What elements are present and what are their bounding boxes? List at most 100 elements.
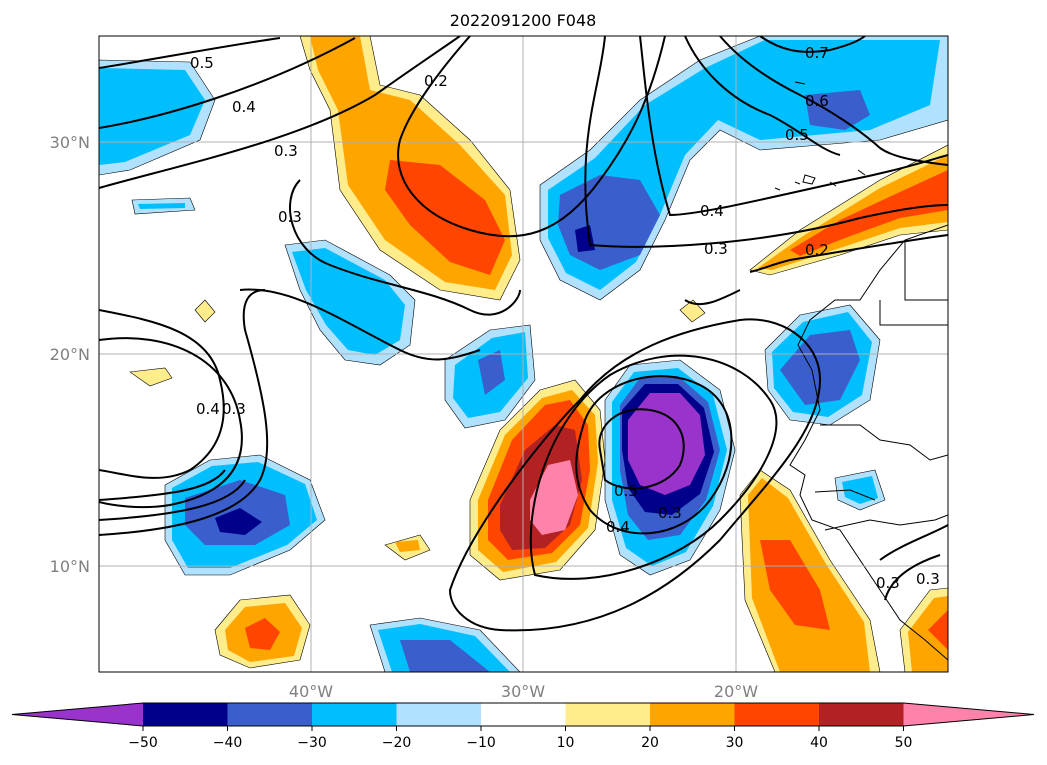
contour-0.4-w: [99, 309, 225, 479]
shade-left-bar-inner: [138, 203, 185, 209]
contour-label: 0.2: [805, 241, 829, 259]
lon-tick-label: 40°W: [289, 682, 333, 701]
border-1: [820, 424, 948, 461]
colorbar-tick-label: −30: [297, 735, 327, 751]
colorbar-segment: [565, 703, 651, 726]
shade-mid-blue: [292, 248, 405, 355]
contour-0.3-sw: [99, 289, 269, 536]
colorbar-segment: [819, 703, 904, 726]
colorbar-segment: [650, 703, 735, 726]
colorbar-segment: [734, 703, 820, 726]
shade-se-corner-red: [928, 610, 948, 650]
contour-0.2-ne: [749, 234, 948, 273]
contour-label: 0.5: [190, 54, 214, 72]
contour-label: 0.7: [805, 44, 829, 62]
lat-tick-labels: 30°N 20°N 10°N: [50, 133, 90, 576]
contour-label: 0.6: [805, 92, 829, 110]
colorbar: −50 −40 −30 −20 −10 10 20 30 40 50: [11, 702, 1035, 751]
lat-tick-label: 30°N: [50, 133, 90, 152]
contour-label: 0.3: [916, 570, 940, 588]
colorbar-tick-label: 30: [726, 735, 744, 751]
colorbar-extend-high: [903, 703, 1034, 726]
contour-0.5-nw: [99, 37, 281, 69]
contour-label: 0.5: [785, 126, 809, 144]
shade-se-corner-orange: [908, 596, 948, 672]
shade-small-4: [679, 299, 706, 323]
colorbar-tick-label: −50: [128, 735, 158, 751]
colorbar-tick-label: 40: [810, 735, 828, 751]
contour-0.3-se2: [884, 554, 941, 601]
contour-lines: [99, 36, 948, 632]
contour-0.3-c2: [529, 354, 778, 580]
contour-label-group: 0.5 0.4 0.3 0.2 0.3 0.7 0.6 0.5 0.4 0.3 …: [190, 44, 940, 592]
contour-0.3-w: [99, 337, 243, 509]
lon-tick-label: 30°W: [501, 682, 545, 701]
lat-tick-label: 20°N: [50, 345, 90, 364]
contour-0.4-c: [575, 375, 733, 535]
shade-small-1: [194, 299, 216, 323]
shade-sc-pink: [530, 460, 578, 535]
contour-label: 0.3: [704, 240, 728, 258]
contour-label: 0.3: [278, 208, 302, 226]
contour-0.3-c: [289, 179, 521, 316]
lon-tick-labels: 40°W 30°W 20°W: [289, 682, 758, 701]
shade-center-red: [385, 160, 505, 275]
contour-0.2-c2: [448, 318, 822, 632]
border-2: [814, 489, 876, 501]
shade-se-red: [760, 540, 830, 630]
contour-0.4-ne: [639, 36, 948, 217]
contour-label: 0.3: [274, 142, 298, 160]
contour-0.2-pink: [684, 289, 741, 306]
colorbar-tick-label: 10: [557, 735, 575, 751]
contour-label: 0.4: [700, 202, 724, 220]
shade-s-medium: [400, 640, 490, 672]
contour-label: 0.3: [222, 400, 246, 418]
shade-sw-dark: [215, 508, 262, 535]
contour-label: 0.2: [424, 72, 448, 90]
contour-0.5-c: [598, 408, 685, 490]
contour-label: 0.4: [606, 518, 630, 536]
contour-0.3-nw: [99, 36, 461, 189]
lon-tick-label: 20°W: [714, 682, 758, 701]
contour-0.4-nw: [99, 37, 356, 129]
border-4: [879, 300, 948, 326]
map-frame: [98, 35, 949, 673]
contour-label: 0.3: [876, 574, 900, 592]
colorbar-tick-label: −10: [466, 735, 496, 751]
colorbar-segment: [396, 703, 482, 726]
colorbar-segment: [143, 703, 228, 726]
shade-sw-red: [245, 618, 280, 650]
contour-0.4-sw: [99, 479, 246, 521]
shade-purple-core: [628, 393, 705, 495]
colorbar-tick-label: −40: [213, 735, 243, 751]
shade-small-2: [129, 367, 173, 387]
shade-ne-red: [790, 170, 948, 256]
colorbar-segment: [481, 703, 566, 726]
contour-label: 0.3: [658, 504, 682, 522]
colorbar-tick-label: −20: [382, 735, 412, 751]
contour-0.7-ne: [759, 36, 866, 53]
contour-label: 0.4: [196, 400, 220, 418]
contour-0.3-se: [879, 524, 948, 561]
contour-0.5-ne: [684, 36, 841, 156]
border-5: [904, 240, 948, 301]
map-panel: 0.5 0.4 0.3 0.2 0.3 0.7 0.6 0.5 0.4 0.3 …: [99, 36, 948, 672]
colorbar-tick-label: 20: [641, 735, 659, 751]
contour-label: 0.4: [232, 98, 256, 116]
contour-0.2-c: [397, 36, 666, 238]
colorbar-segment: [227, 703, 313, 726]
shade-mid2-medium: [478, 350, 505, 395]
contour-0.3-ne: [584, 36, 948, 248]
shade-e2-blue: [842, 476, 878, 504]
contour-0.6-ne: [719, 36, 948, 166]
border-3: [824, 514, 948, 531]
lat-tick-label: 10°N: [50, 557, 90, 576]
shade-ne-medium-2: [805, 90, 870, 130]
contour-label: 0.5: [614, 482, 638, 500]
coastline-africa: [789, 224, 948, 661]
colorbar-segment: [312, 703, 397, 726]
colorbar-tick-label: 50: [895, 735, 913, 751]
gridlines: [99, 36, 948, 672]
colorbar-extend-low: [12, 703, 143, 726]
